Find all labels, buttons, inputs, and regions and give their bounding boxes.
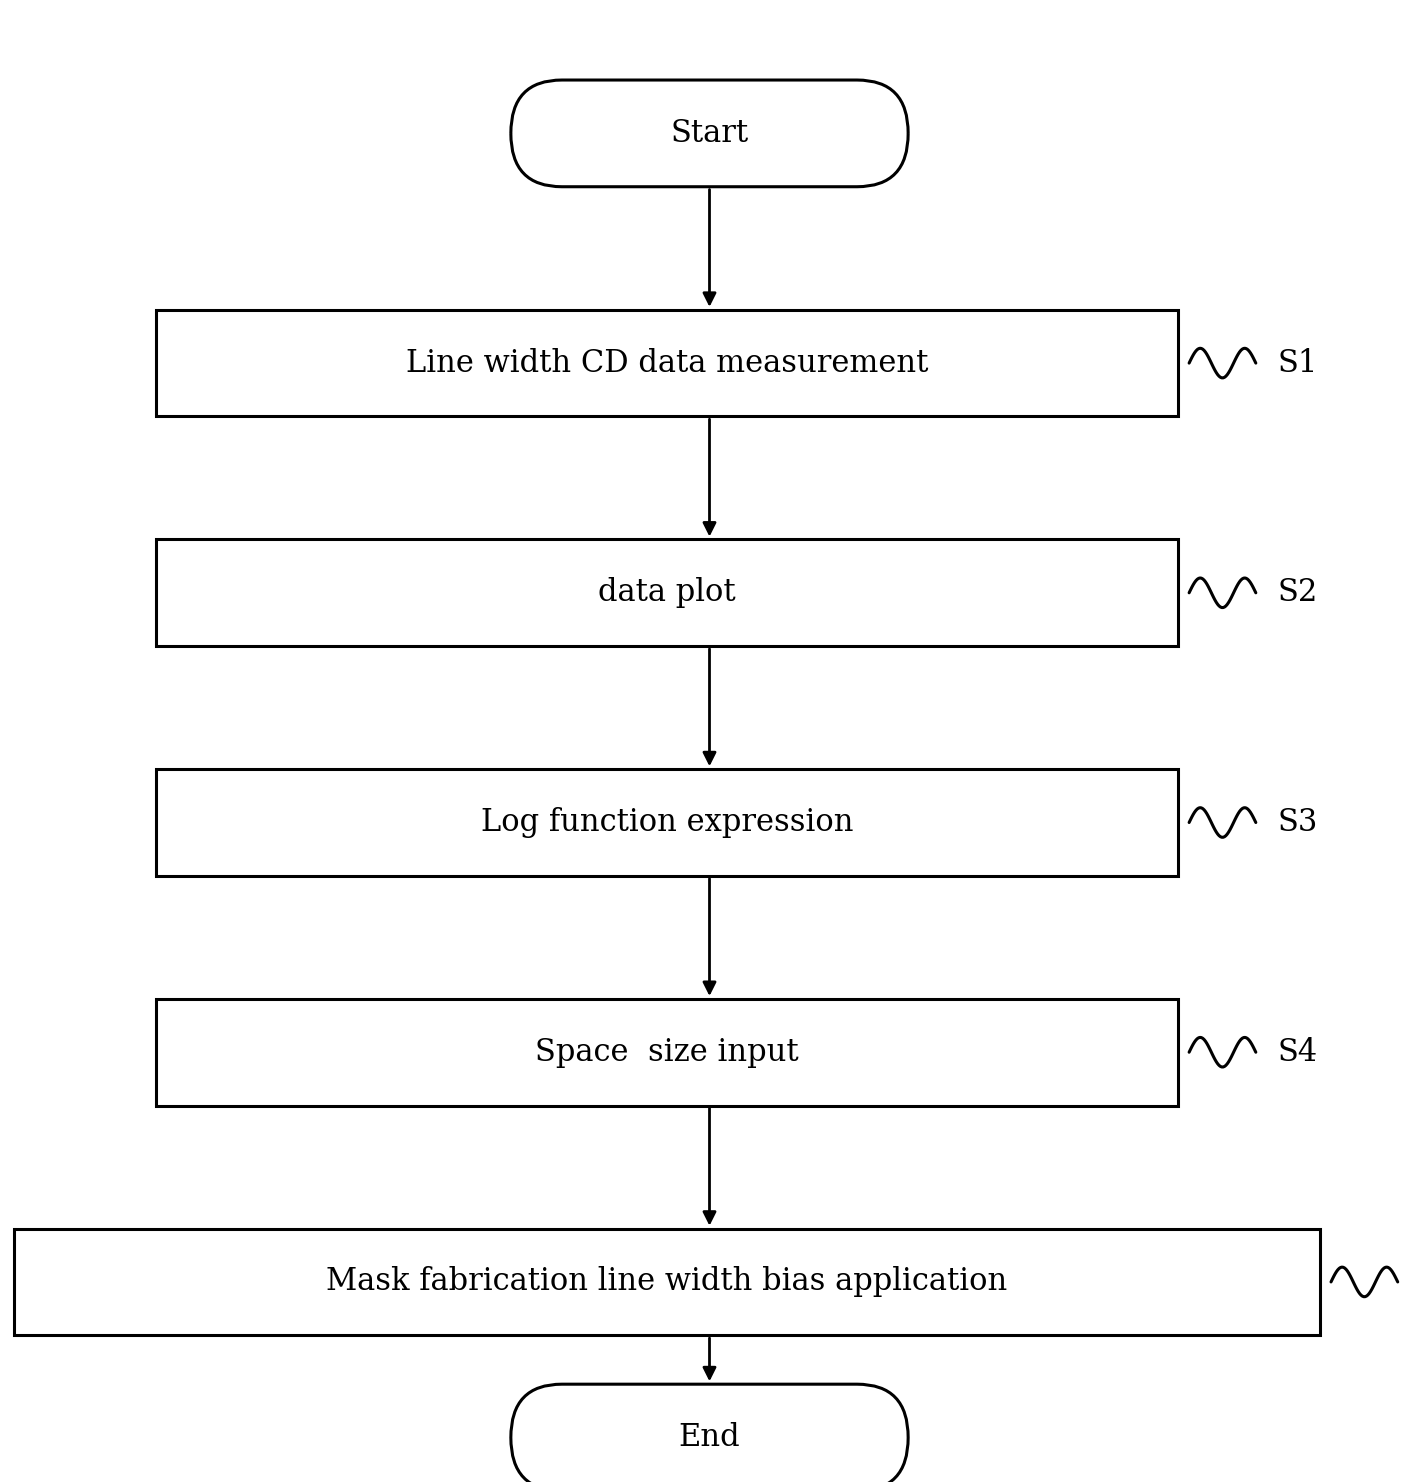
Text: Space  size input: Space size input: [535, 1037, 799, 1067]
Text: S1: S1: [1277, 348, 1317, 378]
Text: S4: S4: [1277, 1037, 1317, 1067]
Text: Start: Start: [670, 119, 749, 148]
Text: End: End: [678, 1423, 741, 1452]
FancyBboxPatch shape: [14, 1229, 1320, 1335]
FancyBboxPatch shape: [511, 1384, 908, 1482]
Text: Mask fabrication line width bias application: Mask fabrication line width bias applica…: [326, 1267, 1007, 1297]
Text: S2: S2: [1277, 578, 1317, 608]
FancyBboxPatch shape: [156, 999, 1178, 1106]
FancyBboxPatch shape: [156, 539, 1178, 646]
Text: S3: S3: [1277, 808, 1317, 837]
Text: Log function expression: Log function expression: [481, 808, 853, 837]
FancyBboxPatch shape: [511, 80, 908, 187]
Text: Line width CD data measurement: Line width CD data measurement: [406, 348, 928, 378]
Text: data plot: data plot: [599, 578, 735, 608]
FancyBboxPatch shape: [156, 769, 1178, 876]
FancyBboxPatch shape: [156, 310, 1178, 416]
